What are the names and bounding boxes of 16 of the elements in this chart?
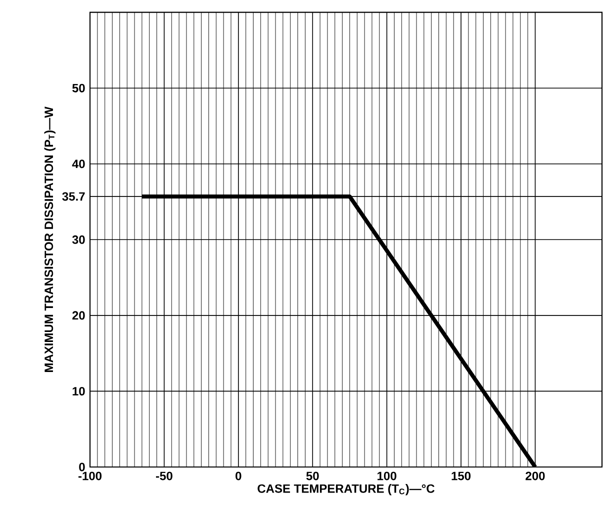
x-tick-label: 200 bbox=[526, 472, 545, 480]
y-tick-label: 40 bbox=[72, 160, 85, 168]
y-tick-label: 10 bbox=[72, 386, 85, 396]
x-tick-label: 100 bbox=[378, 472, 396, 480]
y-tick-label: 30 bbox=[72, 235, 85, 244]
x-tick-label: 50 bbox=[306, 472, 319, 480]
x-tick-label: -100 bbox=[78, 472, 102, 480]
x-tick-label: 150 bbox=[452, 472, 471, 480]
y-tick-label: 20 bbox=[72, 311, 85, 320]
y-axis-title: MAXIMUM TRANSISTOR DISSIPATION (P$_{T}$)—W bbox=[44, 106, 56, 372]
y-tick-label: 50 bbox=[72, 84, 85, 92]
y-tick-label: 0 bbox=[79, 462, 85, 472]
x-axis-title: CASE TEMPERATURE (T$_{C}$)—°C bbox=[258, 484, 435, 496]
x-tick-label: 0 bbox=[236, 472, 242, 480]
y-tick-label: 35.7 bbox=[62, 192, 85, 201]
x-tick-label: -50 bbox=[156, 472, 172, 480]
